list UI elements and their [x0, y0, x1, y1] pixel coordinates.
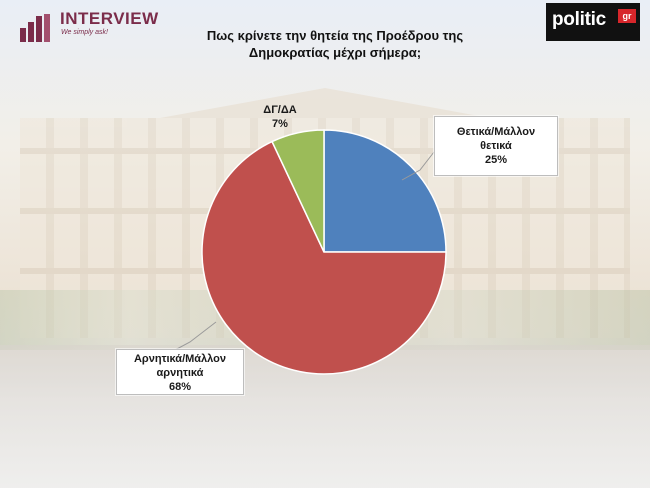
interview-logo-name: INTERVIEW: [60, 9, 159, 28]
slice-negative: [201, 140, 447, 375]
chart-title-line1: Πως κρίνετε την θητεία της Προέδρου της: [206, 28, 464, 43]
slice-value-positive: 25%: [484, 154, 508, 166]
interview-logo-icon: [20, 14, 54, 42]
interview-logo: INTERVIEW We simply ask!: [18, 8, 168, 42]
politic-logo-name: politic: [552, 9, 606, 30]
slice-label-positive-line2: θετικά: [480, 140, 512, 152]
slice-label-negative-line2: αρνητικά: [156, 367, 204, 379]
slice-dontknow: [271, 129, 325, 253]
chart-title-line2: Δημοκρατίας μέχρι σήμερα;: [248, 45, 422, 60]
callout-dontknow: ΔΓ/ΔΑ 7%: [256, 101, 304, 131]
leader-line-positive: [401, 151, 435, 181]
slice-label-negative-line1: Αρνητικά/Μάλλον: [133, 353, 226, 365]
politic-logo: politic gr: [546, 3, 640, 41]
callout-negative: Αρνητικά/Μάλλον αρνητικά 68%: [116, 349, 244, 395]
slice-value-dontknow: 7%: [272, 118, 288, 130]
slice-label-positive-line1: Θετικά/Μάλλον: [456, 126, 536, 138]
leader-line-negative: [174, 321, 217, 351]
chart-title: Πως κρίνετε την θητεία της Προέδρου της …: [185, 27, 485, 61]
slice-label-dontknow: ΔΓ/ΔΑ: [263, 104, 297, 116]
slice-value-negative: 68%: [168, 381, 192, 393]
interview-logo-tagline: We simply ask!: [61, 29, 108, 36]
politic-logo-suffix: gr: [618, 9, 636, 23]
slice-positive: [323, 129, 447, 253]
callout-positive: Θετικά/Μάλλον θετικά 25%: [434, 116, 558, 176]
